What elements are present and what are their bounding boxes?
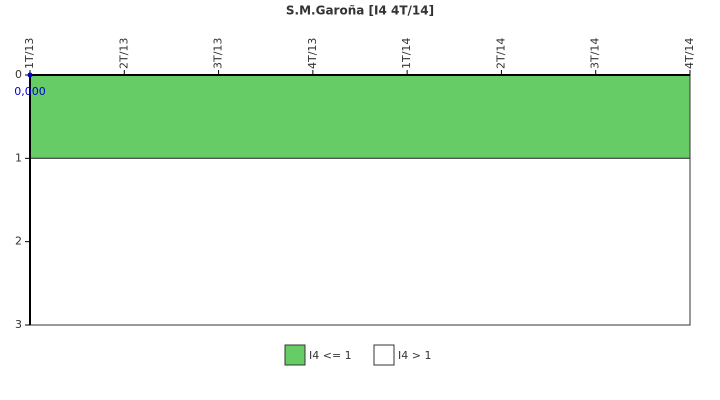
band bbox=[29, 74, 691, 159]
y-tick-label: 0 bbox=[15, 68, 22, 81]
x-tick-label: 1T/14 bbox=[400, 38, 413, 69]
y-tick-label: 1 bbox=[15, 151, 22, 164]
legend-label: I4 > 1 bbox=[398, 349, 431, 362]
x-tick-label: 3T/13 bbox=[212, 38, 225, 69]
x-tick-label: 4T/14 bbox=[683, 38, 696, 69]
legend-label: I4 <= 1 bbox=[309, 349, 352, 362]
y-tick-label: 2 bbox=[15, 235, 22, 248]
chart-title: S.M.Garoña [I4 4T/14] bbox=[286, 4, 434, 18]
y-tick-label: 3 bbox=[15, 318, 22, 331]
band bbox=[29, 157, 691, 326]
value-label: 0,000 bbox=[14, 85, 46, 98]
x-tick-label: 2T/13 bbox=[117, 38, 130, 69]
x-tick-label: 1T/13 bbox=[23, 38, 36, 69]
x-tick-label: 4T/13 bbox=[306, 38, 319, 69]
legend-swatch bbox=[284, 344, 306, 366]
legend-swatch bbox=[373, 344, 395, 366]
x-tick-label: 3T/14 bbox=[589, 38, 602, 69]
data-point bbox=[27, 72, 33, 78]
x-tick-label: 2T/14 bbox=[494, 38, 507, 69]
